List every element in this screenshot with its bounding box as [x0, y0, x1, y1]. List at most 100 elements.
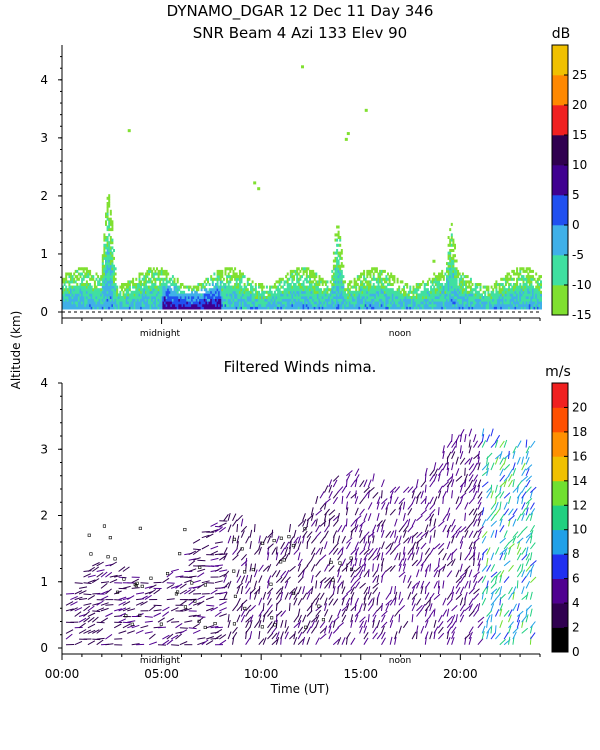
snr-cell [450, 238, 453, 242]
snr-cell [293, 285, 295, 289]
snr-cell [509, 306, 512, 310]
snr-cell [215, 298, 217, 302]
snr-cell [530, 285, 533, 289]
snr-cell [108, 293, 111, 297]
snr-cell [340, 262, 343, 266]
snr-cell [175, 298, 178, 302]
snr-cell [136, 301, 139, 305]
snr-cell [211, 283, 214, 286]
snr-cell [387, 296, 389, 299]
snr-cell [211, 303, 214, 307]
snr-cell [66, 293, 69, 297]
snr-cell [446, 288, 448, 292]
snr-cell [331, 301, 334, 305]
wind-barb [214, 628, 223, 634]
snr-cell [438, 301, 440, 305]
wind-barb [359, 548, 366, 555]
snr-cell [97, 275, 100, 279]
snr-cell [430, 293, 433, 297]
wind-barb [341, 485, 347, 493]
snr-cell [106, 217, 109, 221]
snr-cell [444, 303, 447, 307]
wind-barb [87, 617, 95, 623]
snr-cell [489, 296, 491, 299]
snr-cell [390, 298, 393, 302]
snr-cell [439, 288, 442, 292]
wind-barb [402, 546, 406, 555]
snr-cell [111, 259, 114, 263]
snr-cell [372, 272, 375, 276]
snr-cell [372, 303, 375, 307]
wind-barb [144, 631, 153, 634]
snr-plot-title: SNR Beam 4 Azi 133 Elev 90 [193, 24, 407, 42]
snr-cell [219, 269, 222, 273]
wind-barb [503, 492, 511, 499]
wind-barb [74, 590, 83, 595]
snr-cell [460, 288, 463, 292]
snr-cell [455, 293, 458, 297]
snr-cell [235, 285, 238, 289]
wind-barb [219, 601, 227, 606]
wind-barb [227, 535, 232, 544]
snr-cell [390, 303, 393, 307]
snr-cell [538, 290, 541, 294]
snr-cell [277, 301, 280, 305]
snr-cell [269, 303, 272, 307]
snr-cell [265, 306, 268, 310]
wind-barb [363, 620, 367, 628]
wind-barb [96, 628, 104, 634]
snr-cell [336, 288, 339, 292]
snr-cell [461, 288, 464, 292]
snr-cell [81, 301, 84, 305]
snr-cell [242, 296, 244, 299]
wind-barb [288, 602, 291, 611]
snr-cell [85, 269, 88, 273]
wind-barb [345, 507, 349, 516]
snr-cell [407, 298, 410, 302]
wind-barb [105, 604, 114, 606]
snr-cell [503, 303, 506, 307]
snr-cell [133, 296, 136, 299]
wind-barb [332, 519, 339, 527]
snr-cell [441, 303, 444, 307]
snr-cell [184, 301, 187, 305]
snr-cell [156, 303, 158, 307]
snr-cell [503, 285, 506, 289]
wind-barb [499, 501, 502, 510]
wind-barb [122, 623, 131, 629]
snr-cell [170, 306, 173, 310]
snr-cell [181, 306, 184, 310]
snr-cell [536, 301, 539, 305]
wind-barb [367, 547, 374, 555]
snr-cell [301, 303, 303, 307]
wind-barb [359, 557, 362, 567]
snr-cell [278, 306, 281, 310]
wind-barb [477, 563, 481, 572]
snr-cell [498, 288, 501, 292]
wind-barb [481, 548, 488, 555]
wind-barb [381, 631, 386, 640]
snr-cell [251, 285, 254, 289]
snr-cell [85, 298, 88, 302]
snr-cell [460, 298, 463, 302]
snr-cell [73, 301, 76, 305]
snr-cell [420, 296, 423, 299]
snr-cell [379, 303, 382, 307]
snr-cell [374, 298, 377, 302]
snr-cell [70, 277, 72, 281]
snr-cell [202, 285, 205, 289]
wind-barb [302, 592, 308, 600]
snr-cell [302, 269, 305, 273]
snr-cell [289, 285, 292, 289]
snr-cell [352, 301, 354, 305]
wind-barb [459, 445, 462, 454]
snr-cell [379, 288, 382, 292]
snr-cell [189, 301, 192, 305]
wind-barb [402, 552, 406, 561]
snr-cell [246, 303, 249, 307]
snr-cell [127, 298, 130, 302]
wind-barb [280, 610, 287, 617]
snr-cell [519, 306, 522, 310]
snr-cell [305, 298, 308, 302]
wind-barb [310, 574, 314, 583]
